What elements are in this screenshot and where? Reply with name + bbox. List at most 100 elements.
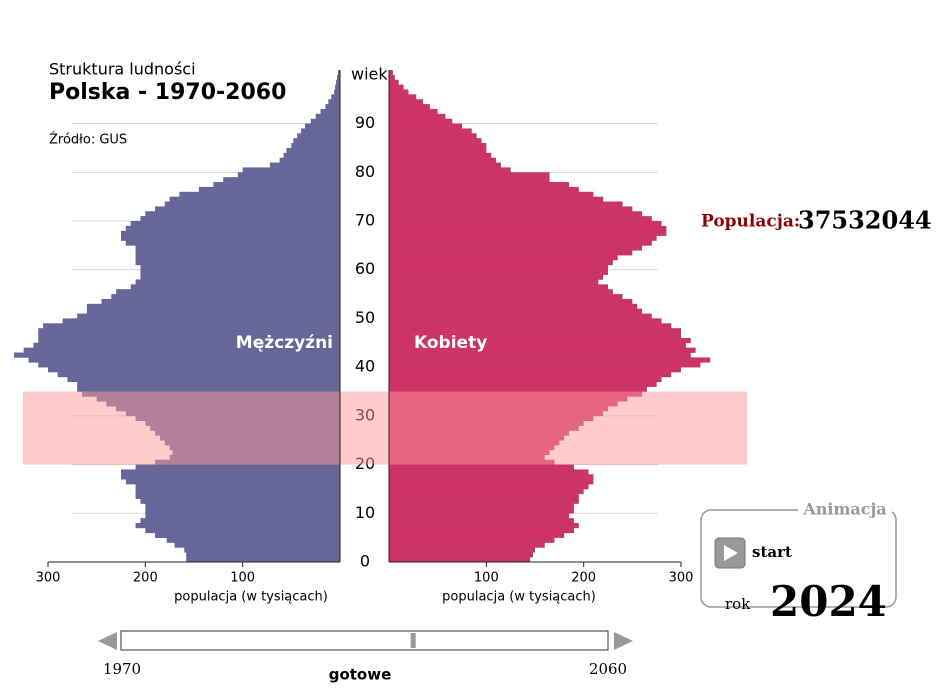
- bar: [389, 235, 657, 241]
- slider-handle[interactable]: [410, 633, 416, 648]
- highlight: [23, 391, 747, 465]
- bar: [320, 108, 340, 115]
- bar: [389, 221, 662, 227]
- play-button[interactable]: [714, 537, 746, 569]
- bar: [389, 303, 638, 309]
- bar: [389, 143, 487, 149]
- animation-title: Animacja: [802, 500, 886, 519]
- bar: [304, 123, 340, 129]
- bar: [140, 498, 340, 504]
- bar: [389, 84, 404, 90]
- bar: [130, 221, 340, 227]
- slider-track[interactable]: [120, 630, 609, 651]
- y-tick-label: 80: [355, 162, 375, 181]
- bar: [389, 74, 395, 81]
- bar: [145, 211, 340, 217]
- bar: [389, 118, 453, 124]
- slider-max: 2060: [589, 660, 627, 678]
- bar: [389, 308, 643, 314]
- y-tick-label: 90: [355, 113, 375, 132]
- bar: [389, 537, 555, 543]
- bar: [184, 547, 340, 553]
- bar: [135, 523, 340, 529]
- bar: [389, 479, 594, 485]
- x-tick-label: 300: [36, 571, 61, 586]
- bar: [23, 347, 341, 353]
- bar: [389, 133, 477, 139]
- bar: [301, 128, 340, 134]
- plot: 0102030405060708090100100200200300300Męż…: [13, 70, 747, 586]
- bar: [389, 523, 579, 529]
- bar: [135, 493, 340, 499]
- bar: [389, 89, 409, 95]
- bar: [331, 94, 340, 100]
- bar: [389, 323, 672, 329]
- bar: [389, 172, 550, 178]
- bar: [389, 240, 652, 246]
- bar: [389, 493, 579, 499]
- bar: [389, 503, 574, 509]
- bar: [389, 250, 633, 256]
- bar: [389, 138, 482, 144]
- bar: [140, 264, 340, 271]
- bar: [389, 123, 462, 129]
- year-value: 2024: [770, 577, 887, 626]
- y-tick-label: 60: [355, 259, 375, 278]
- bar: [389, 298, 633, 305]
- bar: [121, 235, 340, 241]
- bar: [135, 464, 340, 470]
- subtitle: Struktura ludności: [49, 60, 196, 79]
- bar: [389, 206, 633, 212]
- bar: [389, 216, 652, 222]
- bar: [389, 313, 652, 319]
- x-axis-label: populacja (w tysiącach): [174, 590, 328, 605]
- bar: [389, 230, 667, 236]
- bar: [389, 318, 662, 324]
- slider-prev[interactable]: [98, 632, 117, 650]
- bar: [140, 269, 340, 275]
- x-tick-label: 200: [133, 571, 158, 586]
- bar: [77, 386, 340, 392]
- bar: [116, 289, 340, 295]
- bar: [334, 89, 340, 95]
- bar: [121, 230, 340, 236]
- bar: [389, 186, 579, 193]
- bar: [43, 323, 341, 329]
- bar: [389, 333, 681, 339]
- slider-next[interactable]: [614, 632, 633, 650]
- status: gotowe: [329, 666, 392, 684]
- bar: [269, 162, 340, 168]
- bar: [389, 167, 511, 173]
- bar: [389, 225, 667, 232]
- bar: [389, 362, 701, 368]
- play-label[interactable]: start: [752, 543, 792, 561]
- bar: [145, 527, 340, 534]
- bar: [389, 128, 472, 134]
- play-icon[interactable]: [724, 545, 738, 561]
- bar: [389, 94, 417, 100]
- x-tick-label: 300: [669, 571, 694, 586]
- bar: [389, 147, 487, 154]
- bar: [135, 484, 340, 490]
- bar: [125, 240, 340, 246]
- year-label: rok: [725, 595, 751, 613]
- bar: [125, 225, 340, 232]
- bar: [164, 201, 340, 207]
- bar: [389, 342, 686, 348]
- bar: [145, 503, 340, 509]
- bar: [86, 303, 340, 309]
- bar: [145, 508, 340, 514]
- bar: [389, 474, 594, 480]
- population-value: 37532044: [798, 206, 932, 235]
- bar: [389, 70, 393, 76]
- bar: [389, 513, 570, 519]
- bar: [389, 289, 613, 295]
- bar: [338, 70, 340, 76]
- bar: [121, 474, 340, 480]
- bar: [389, 542, 545, 548]
- bar: [389, 152, 492, 158]
- bar: [130, 284, 340, 290]
- bar: [389, 284, 608, 290]
- bar: [77, 381, 340, 387]
- bar: [389, 108, 438, 115]
